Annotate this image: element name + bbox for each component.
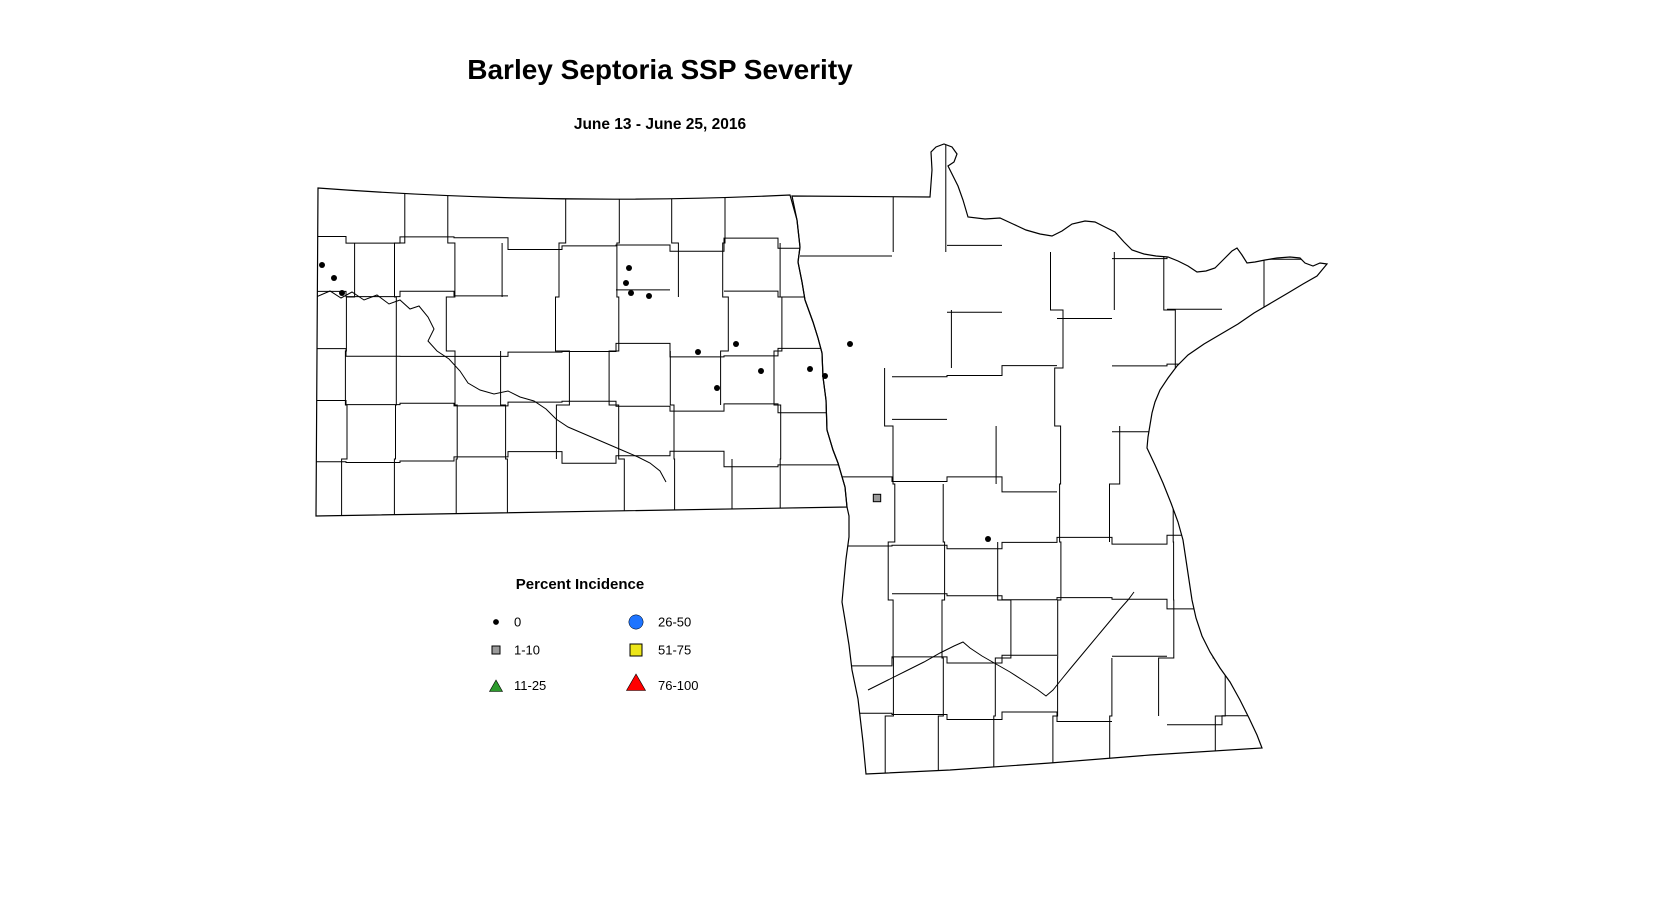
legend-label-1-10: 1-10 [514, 643, 540, 658]
legend-label-0: 0 [514, 615, 521, 630]
map-point-0 [758, 368, 764, 374]
legend: Percent Incidence 0 1-10 11-25 26-50 51-… [488, 576, 698, 693]
legend-symbol-black-dot-icon [493, 619, 499, 625]
map-point-0 [626, 265, 632, 271]
map-point-0 [339, 290, 345, 296]
map-point-0 [733, 341, 739, 347]
legend-label-11-25: 11-25 [514, 678, 546, 693]
minnesota-river-line [867, 591, 1135, 697]
map-point-0 [714, 385, 720, 391]
map-point-0 [985, 536, 991, 542]
legend-symbol-yellow-square-icon [629, 643, 643, 657]
legend-symbol-blue-circle-icon [628, 614, 644, 630]
map-point-0 [319, 262, 325, 268]
legend-label-76-100: 76-100 [658, 678, 698, 693]
map-point-0 [623, 280, 629, 286]
missouri-river-line [316, 290, 667, 483]
map-point-0 [822, 373, 828, 379]
legend-symbol-red-triangle-icon [625, 673, 647, 691]
legend-label-51-75: 51-75 [658, 643, 691, 658]
page-title: Barley Septoria SSP Severity [467, 54, 853, 85]
minnesota-shape [792, 144, 1327, 774]
map-point-0 [331, 275, 337, 281]
map-point-1-10 [872, 493, 882, 503]
legend-title: Percent Incidence [516, 576, 644, 593]
map-point-0 [807, 366, 813, 372]
page-subtitle: June 13 - June 25, 2016 [574, 116, 747, 133]
map-point-0 [847, 341, 853, 347]
legend-label-26-50: 26-50 [658, 615, 691, 630]
legend-symbol-gray-square-icon [491, 645, 501, 655]
map-layers [315, 143, 1329, 775]
map-point-0 [628, 290, 634, 296]
map-point-0 [695, 349, 701, 355]
minnesota-outline [791, 143, 1329, 775]
legend-symbol-green-triangle-icon [488, 679, 504, 692]
map-point-0 [646, 293, 652, 299]
